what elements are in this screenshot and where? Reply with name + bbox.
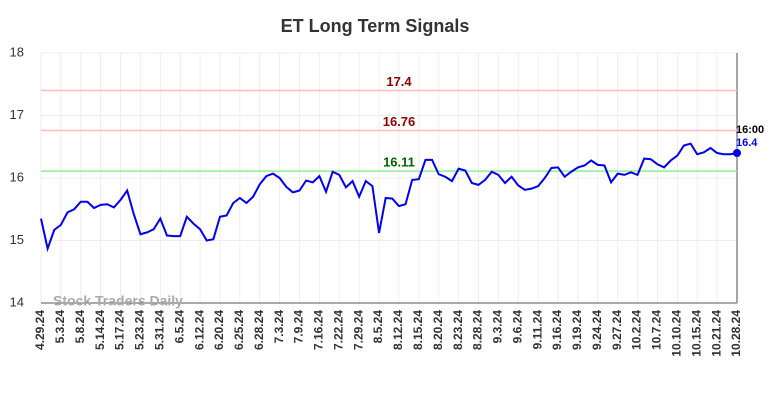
signal-label: 16.11 <box>383 155 415 170</box>
y-tick-label: 14 <box>10 294 24 309</box>
x-tick-label: 6.25.24 <box>232 310 246 350</box>
x-tick-label: 10.21.24 <box>709 310 723 357</box>
chart-title: ET Long Term Signals <box>281 16 470 36</box>
x-tick-label: 9.3.24 <box>491 310 505 344</box>
x-tick-label: 9.24.24 <box>590 310 604 350</box>
x-tick-label: 10.28.24 <box>729 310 743 357</box>
last-point <box>733 149 741 157</box>
x-tick-label: 7.29.24 <box>351 310 365 350</box>
watermark: Stock Traders Daily <box>53 293 183 309</box>
y-tick-label: 16 <box>10 169 24 184</box>
y-tick-label: 15 <box>10 232 24 247</box>
x-tick-label: 10.7.24 <box>650 310 664 350</box>
x-tick-label: 8.5.24 <box>371 310 385 344</box>
x-tick-label: 8.15.24 <box>411 310 425 350</box>
x-tick-label: 8.28.24 <box>471 310 485 350</box>
y-tick-label: 18 <box>10 44 24 59</box>
x-tick-label: 8.12.24 <box>391 310 405 350</box>
x-tick-label: 9.16.24 <box>550 310 564 350</box>
x-tick-label: 9.6.24 <box>510 310 524 344</box>
x-tick-label: 5.23.24 <box>133 310 147 350</box>
x-tick-label: 10.15.24 <box>689 310 703 357</box>
signal-label: 17.4 <box>386 74 412 89</box>
y-tick-label: 17 <box>10 107 24 122</box>
x-tick-label: 5.31.24 <box>152 310 166 350</box>
x-tick-label: 10.10.24 <box>670 310 684 357</box>
x-tick-label: 7.16.24 <box>312 310 326 350</box>
x-tick-label: 6.28.24 <box>252 310 266 350</box>
x-tick-label: 5.3.24 <box>53 310 67 344</box>
x-tick-label: 6.5.24 <box>172 310 186 344</box>
x-tick-label: 5.17.24 <box>113 310 127 350</box>
x-tick-label: 9.11.24 <box>530 310 544 350</box>
last-value-label: 16.4 <box>736 137 758 149</box>
x-tick-label: 7.3.24 <box>272 310 286 344</box>
x-tick-label: 10.2.24 <box>630 310 644 350</box>
signal-label: 16.76 <box>383 114 416 129</box>
x-tick-label: 7.9.24 <box>292 310 306 344</box>
x-tick-label: 7.22.24 <box>331 310 345 350</box>
last-time-label: 16:00 <box>736 124 764 136</box>
x-tick-label: 9.27.24 <box>610 310 624 350</box>
price-line <box>40 142 738 253</box>
x-tick-label: 6.20.24 <box>212 310 226 350</box>
x-tick-label: 5.14.24 <box>93 310 107 350</box>
x-tick-label: 9.19.24 <box>570 310 584 350</box>
x-tick-label: 6.12.24 <box>192 310 206 350</box>
x-tick-label: 4.29.24 <box>33 310 47 350</box>
x-tick-label: 8.20.24 <box>431 310 445 350</box>
x-tick-label: 8.23.24 <box>451 310 465 350</box>
x-tick-label: 5.8.24 <box>73 310 87 344</box>
